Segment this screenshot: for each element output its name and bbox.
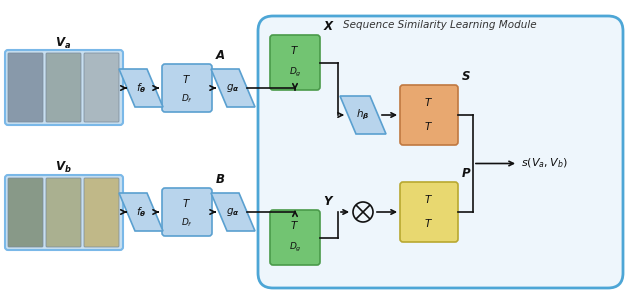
- Text: $T$: $T$: [424, 96, 433, 108]
- Text: $s(V_a,V_b)$: $s(V_a,V_b)$: [521, 157, 568, 170]
- Text: $\bfit{P}$: $\bfit{P}$: [461, 167, 472, 180]
- Text: $\bfit{V}_a$: $\bfit{V}_a$: [55, 35, 71, 50]
- Text: $\bfit{V}_b$: $\bfit{V}_b$: [54, 159, 72, 175]
- FancyBboxPatch shape: [162, 188, 212, 236]
- Polygon shape: [340, 96, 386, 134]
- Text: Sequence Similarity Learning Module: Sequence Similarity Learning Module: [343, 20, 537, 30]
- Text: $g_{\boldsymbol{\alpha}}$: $g_{\boldsymbol{\alpha}}$: [226, 206, 240, 218]
- Polygon shape: [119, 69, 163, 107]
- Text: $D_f$: $D_f$: [181, 92, 193, 105]
- FancyBboxPatch shape: [5, 50, 123, 125]
- Text: $h_{\boldsymbol{\beta}}$: $h_{\boldsymbol{\beta}}$: [356, 108, 370, 122]
- Text: $T$: $T$: [291, 219, 300, 231]
- FancyBboxPatch shape: [400, 85, 458, 145]
- Text: $\bfit{B}$: $\bfit{B}$: [215, 173, 225, 186]
- Text: $T$: $T$: [424, 120, 433, 132]
- FancyBboxPatch shape: [84, 178, 119, 247]
- Text: $\bfit{A}$: $\bfit{A}$: [215, 49, 226, 62]
- Polygon shape: [211, 69, 255, 107]
- Text: $D_g$: $D_g$: [289, 241, 301, 254]
- FancyBboxPatch shape: [5, 175, 123, 250]
- FancyBboxPatch shape: [46, 53, 81, 122]
- Text: $T$: $T$: [291, 44, 300, 56]
- Text: $\bfit{Y}$: $\bfit{Y}$: [323, 195, 335, 208]
- Text: $D_g$: $D_g$: [289, 66, 301, 79]
- Text: $f_{\boldsymbol{\theta}}$: $f_{\boldsymbol{\theta}}$: [136, 205, 146, 219]
- Text: $T$: $T$: [424, 217, 433, 229]
- Polygon shape: [211, 193, 255, 231]
- Polygon shape: [119, 193, 163, 231]
- FancyBboxPatch shape: [8, 178, 43, 247]
- Text: $f_{\boldsymbol{\theta}}$: $f_{\boldsymbol{\theta}}$: [136, 81, 146, 95]
- Text: $\bfit{X}$: $\bfit{X}$: [323, 20, 335, 33]
- FancyBboxPatch shape: [8, 53, 43, 122]
- Text: $T$: $T$: [424, 193, 433, 205]
- Text: $T$: $T$: [182, 197, 191, 209]
- FancyBboxPatch shape: [162, 64, 212, 112]
- FancyBboxPatch shape: [270, 35, 320, 90]
- FancyBboxPatch shape: [270, 210, 320, 265]
- FancyBboxPatch shape: [400, 182, 458, 242]
- FancyBboxPatch shape: [84, 53, 119, 122]
- FancyBboxPatch shape: [258, 16, 623, 288]
- Text: $\bfit{S}$: $\bfit{S}$: [461, 70, 471, 83]
- Text: $D_f$: $D_f$: [181, 216, 193, 229]
- Text: $g_{\boldsymbol{\alpha}}$: $g_{\boldsymbol{\alpha}}$: [226, 82, 240, 94]
- Text: $T$: $T$: [182, 74, 191, 86]
- FancyBboxPatch shape: [46, 178, 81, 247]
